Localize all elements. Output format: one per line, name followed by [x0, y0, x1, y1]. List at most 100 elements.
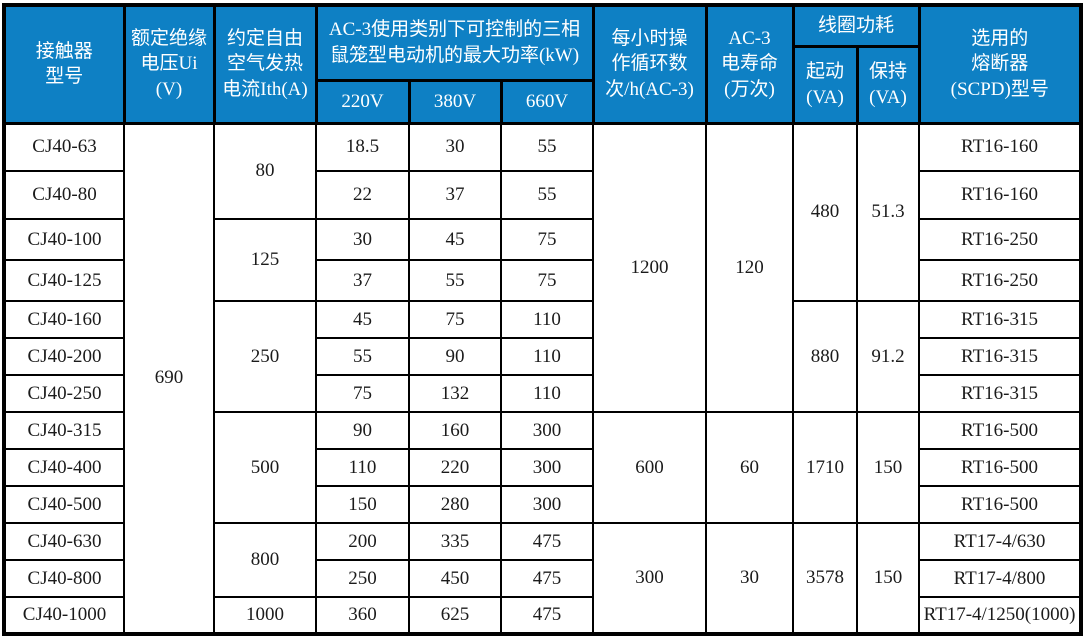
- cell-power-380: 280: [408, 485, 502, 524]
- cell-fuse: RT16-315: [918, 374, 1083, 413]
- cell-power-380: 132: [408, 374, 502, 413]
- cell-power-380: 90: [408, 337, 502, 376]
- cell-power-220: 75: [315, 374, 410, 413]
- header-row-2: 起动 (VA) 保持 (VA): [4, 44, 1081, 125]
- header-coil-hold: 保持 (VA): [855, 44, 921, 125]
- cell-model: CJ40-630: [3, 522, 125, 561]
- cell-ith: 1000: [213, 596, 317, 635]
- cell-model: CJ40-800: [3, 559, 125, 598]
- cell-cycles: 1200: [592, 122, 707, 413]
- cell-model: CJ40-500: [3, 485, 125, 524]
- header-220v: 220V: [314, 78, 411, 125]
- header-row-3: 220V 380V 660V: [4, 78, 1081, 125]
- cell-power-380: 450: [408, 559, 502, 598]
- table-row: CJ40-125 37 55 75 RT16-250: [3, 259, 1083, 302]
- cell-power-660: 110: [500, 374, 594, 413]
- cell-cycles: 600: [592, 411, 707, 524]
- cell-model: CJ40-315: [3, 411, 125, 450]
- cell-power-220: 55: [315, 337, 410, 376]
- cell-fuse: RT17-4/800: [918, 559, 1083, 598]
- cell-power-660: 110: [500, 337, 594, 376]
- cell-power-660: 300: [500, 485, 594, 524]
- cell-power-220: 22: [315, 170, 410, 220]
- cell-ith: 250: [213, 300, 317, 413]
- table-row: CJ40-630 800 200 335 475 300 30 3578 150…: [3, 522, 1083, 635]
- cell-power-380: 160: [408, 411, 502, 450]
- cell-coil-hold: 150: [855, 411, 921, 524]
- cell-fuse: RT16-250: [918, 218, 1083, 261]
- cell-power-220: 360: [315, 596, 410, 635]
- header-coil-start: 起动 (VA): [791, 44, 859, 125]
- cell-power-660: 110: [500, 300, 594, 339]
- cell-ith: 125: [213, 218, 317, 302]
- table-row: CJ40-160 250 45 75 110 880 91.2 RT16-315: [3, 300, 1083, 413]
- cell-power-380: 45: [408, 218, 502, 261]
- cell-voltage: 690: [123, 122, 215, 635]
- cell-life: 120: [705, 122, 794, 413]
- table-row: CJ40-100 125 30 45 75 RT16-250: [3, 218, 1083, 302]
- cell-model: CJ40-63: [3, 122, 125, 172]
- cell-coil-hold: 51.3: [855, 122, 921, 302]
- header-cycles-per-hour: 每小时操 作循环数 次/h(AC-3): [591, 3, 708, 125]
- cell-fuse: RT16-315: [918, 300, 1083, 339]
- cell-power-660: 55: [500, 122, 594, 172]
- cell-cycles: 300: [592, 522, 707, 635]
- cell-power-220: 200: [315, 522, 410, 561]
- table-row: CJ40-250 75 132 110 RT16-315: [3, 374, 1083, 413]
- cell-coil-hold: 91.2: [855, 300, 921, 413]
- cell-model: CJ40-100: [3, 218, 125, 261]
- cell-fuse: RT16-500: [918, 411, 1083, 450]
- cell-power-660: 55: [500, 170, 594, 220]
- cell-power-660: 475: [500, 522, 594, 561]
- header-contactor-model: 接触器 型号: [2, 3, 126, 125]
- cell-model: CJ40-200: [3, 337, 125, 376]
- table-row: CJ40-63 690 80 18.5 30 55 1200 120 480 5…: [3, 122, 1083, 635]
- cell-fuse: RT16-315: [918, 337, 1083, 376]
- cell-life: 30: [705, 522, 794, 635]
- header-insulation-voltage: 额定绝缘 电压Ui (V): [122, 3, 216, 125]
- cell-power-220: 18.5: [315, 122, 410, 172]
- cell-coil-start: 480: [792, 122, 858, 302]
- table-row: CJ40-400 110 220 300 RT16-500: [3, 448, 1083, 487]
- cell-model: CJ40-250: [3, 374, 125, 413]
- table-row: CJ40-315 500 90 160 300 600 60 1710 150 …: [3, 411, 1083, 524]
- cell-power-660: 75: [500, 259, 594, 302]
- contactor-spec-table: 接触器 型号 额定绝缘 电压Ui (V) 约定自由 空气发热 电流Ith(A) …: [2, 3, 1084, 636]
- cell-model: CJ40-400: [3, 448, 125, 487]
- cell-coil-start: 3578: [792, 522, 858, 635]
- cell-model: CJ40-125: [3, 259, 125, 302]
- cell-power-660: 475: [500, 596, 594, 635]
- table-row: CJ40-80 22 37 55 RT16-160: [3, 170, 1083, 220]
- cell-power-220: 250: [315, 559, 410, 598]
- cell-fuse: RT16-500: [918, 448, 1083, 487]
- cell-power-220: 90: [315, 411, 410, 450]
- header-660v: 660V: [499, 78, 595, 125]
- header-fuse-model: 选用的 熔断器 (SCPD)型号: [917, 3, 1083, 125]
- cell-power-220: 30: [315, 218, 410, 261]
- table-row: CJ40-200 55 90 110 RT16-315: [3, 337, 1083, 376]
- header-ac3-power-group: AC-3使用类别下可控制的三相 鼠笼型电动机的最大功率(kW): [314, 3, 595, 82]
- cell-fuse: RT17-4/1250(1000): [918, 596, 1083, 635]
- cell-coil-hold: 150: [855, 522, 921, 635]
- cell-model: CJ40-160: [3, 300, 125, 339]
- header-coil-power-group: 线圈功耗: [791, 3, 921, 48]
- cell-power-380: 75: [408, 300, 502, 339]
- table-header: 接触器 型号 额定绝缘 电压Ui (V) 约定自由 空气发热 电流Ith(A) …: [2, 3, 1083, 125]
- cell-coil-start: 880: [792, 300, 858, 413]
- cell-power-220: 110: [315, 448, 410, 487]
- cell-ith: 500: [213, 411, 317, 524]
- table-body: CJ40-63 690 80 18.5 30 55 1200 120 480 5…: [3, 122, 1083, 635]
- cell-power-660: 475: [500, 559, 594, 598]
- cell-power-380: 220: [408, 448, 502, 487]
- cell-power-380: 37: [408, 170, 502, 220]
- cell-fuse: RT16-500: [918, 485, 1083, 524]
- cell-power-220: 37: [315, 259, 410, 302]
- cell-power-380: 30: [408, 122, 502, 172]
- header-380v: 380V: [407, 78, 503, 125]
- cell-power-380: 625: [408, 596, 502, 635]
- cell-power-660: 75: [500, 218, 594, 261]
- header-row-1: 接触器 型号 额定绝缘 电压Ui (V) 约定自由 空气发热 电流Ith(A) …: [2, 3, 1083, 125]
- table-row: CJ40-500 150 280 300 RT16-500: [3, 485, 1083, 524]
- cell-power-660: 300: [500, 448, 594, 487]
